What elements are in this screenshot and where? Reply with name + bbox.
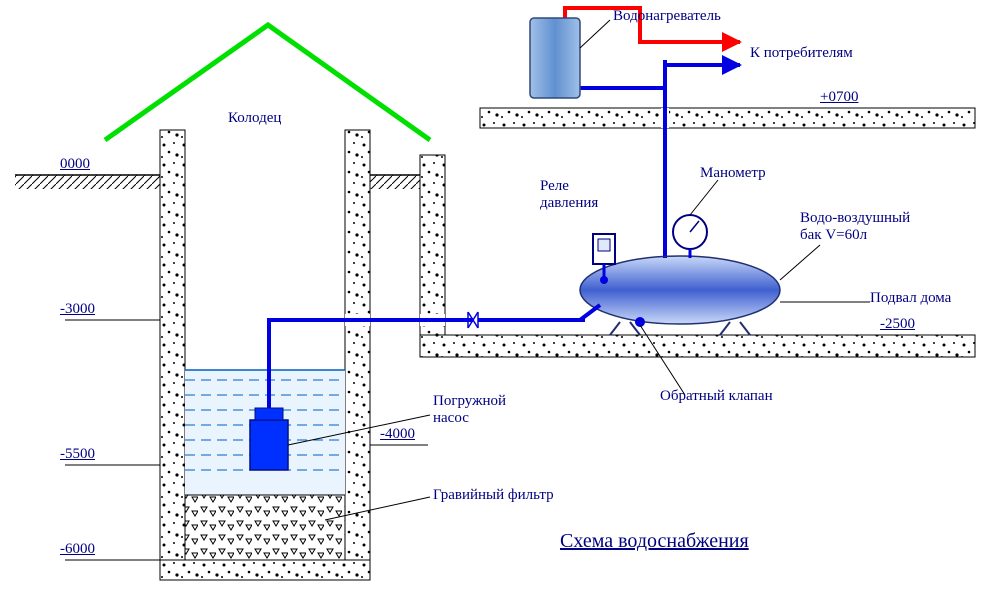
submersible-pump: [250, 408, 288, 470]
ground-mid: [370, 175, 420, 189]
label-to-consumers: К потребителям: [750, 45, 853, 62]
label-check-valve: Обратный клапан: [660, 388, 773, 405]
elev-5500: -5500: [60, 446, 95, 463]
label-basement: Подвал дома: [870, 290, 951, 307]
label-tank: Водо-воздушныйбак V=60л: [800, 210, 910, 245]
ground-left: [15, 175, 160, 189]
pressure-tank: [580, 256, 780, 335]
label-manometer: Манометр: [700, 165, 766, 182]
label-water-heater: Водонагреватель: [613, 8, 721, 25]
elev-4000: -4000: [380, 426, 415, 443]
water-heater: [530, 18, 580, 98]
manometer: [673, 215, 707, 258]
elev-2500: -2500: [880, 316, 915, 333]
elev-0700: +0700: [820, 89, 858, 106]
label-pump: Погружнойнасос: [433, 393, 506, 428]
label-gravel: Гравийный фильтр: [433, 487, 554, 504]
label-well: Колодец: [228, 110, 281, 127]
diagram-root: Колодец Водонагреватель К потребителям Р…: [0, 0, 1000, 600]
diagram-title: Схема водоснабжения: [560, 530, 749, 553]
elev-ground: 0000: [60, 156, 90, 173]
elev-6000: -6000: [60, 541, 95, 558]
elev-3000: -3000: [60, 301, 95, 318]
label-pressure-relay: Реледавления: [540, 178, 598, 213]
floor-slab: [480, 108, 975, 128]
gravel-filter: [185, 495, 345, 560]
